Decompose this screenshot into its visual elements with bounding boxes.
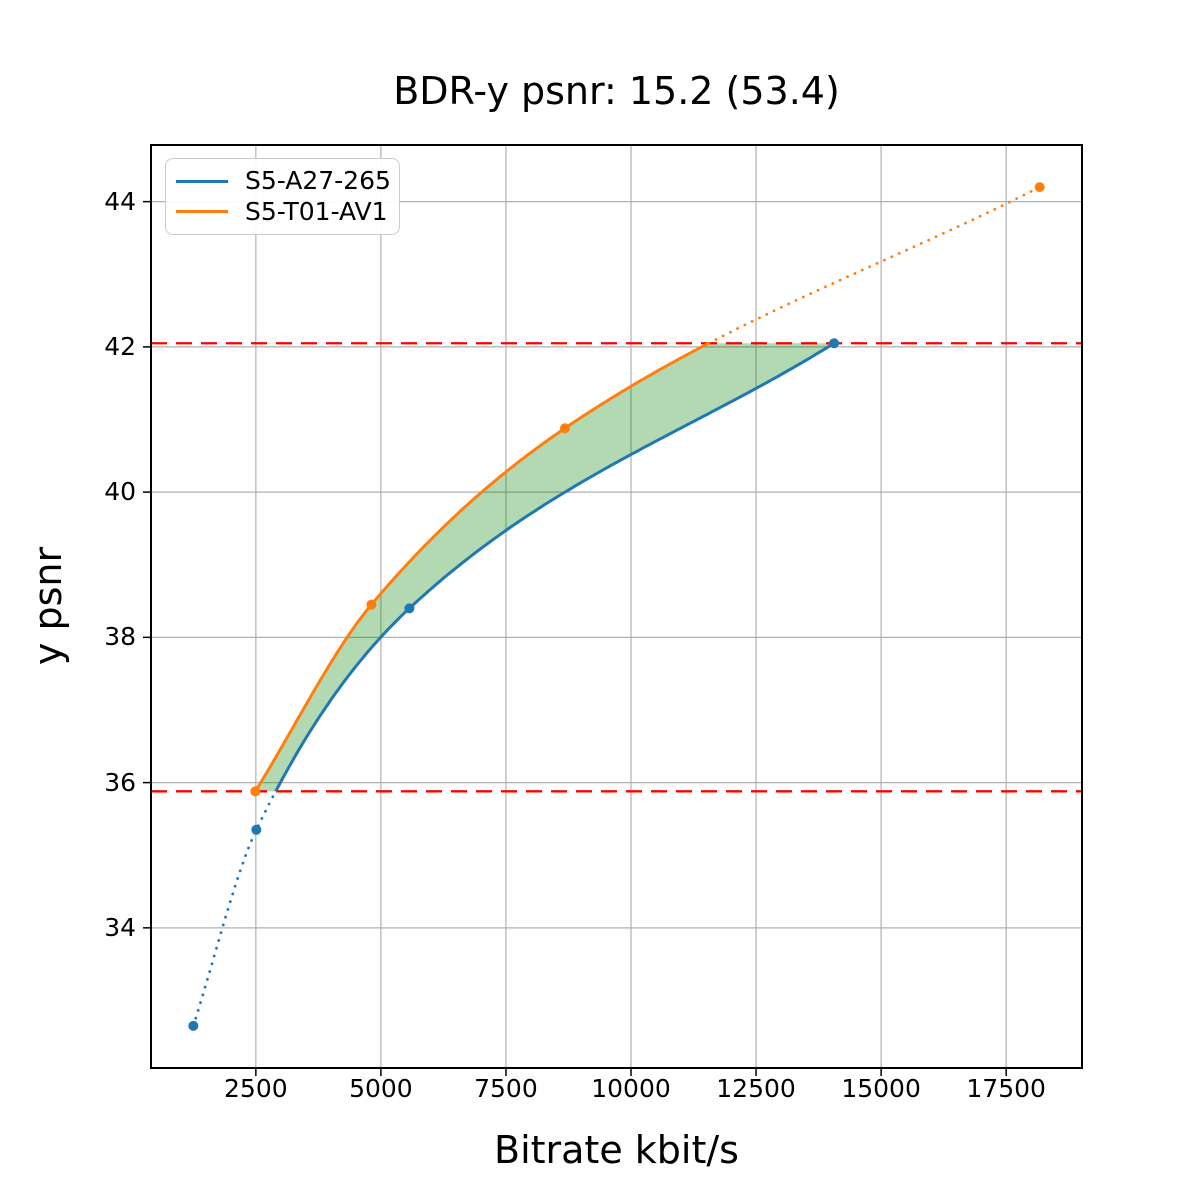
legend-label: S5-T01-AV1 — [245, 196, 388, 226]
data-point-marker — [404, 603, 415, 614]
chart-title: BDR-y psnr: 15.2 (53.4) — [393, 69, 840, 113]
legend-label: S5-A27-265 — [245, 166, 391, 195]
data-point-marker — [829, 338, 840, 349]
series-curves — [191, 185, 1042, 1028]
fill-region — [255, 343, 835, 792]
legend-item-s5-a27-265: S5-A27-265 — [176, 166, 391, 195]
legend: S5-A27-265 S5-T01-AV1 — [165, 158, 400, 235]
series-curve-dotted-S5-T01-AV1 — [707, 185, 1042, 345]
bd-overlap-fill — [255, 343, 835, 792]
legend-item-s5-t01-av1: S5-T01-AV1 — [176, 196, 389, 226]
data-point-marker — [188, 1020, 199, 1031]
data-point-marker — [251, 824, 262, 835]
series-curve-dotted-S5-A27-265 — [191, 789, 278, 1028]
data-point-marker — [250, 786, 261, 797]
data-point-markers — [188, 182, 1045, 1031]
data-point-marker — [1034, 182, 1045, 193]
threshold-lines — [151, 342, 1082, 793]
x-axis-label: Bitrate kbit/s — [494, 1128, 739, 1172]
y-axis-label: y psnr — [26, 546, 70, 666]
legend-line-swatch-orange — [176, 210, 228, 214]
series-curve-S5-A27-265 — [274, 342, 835, 793]
data-point-marker — [366, 599, 377, 610]
axes-spines-ticks — [143, 144, 1083, 1076]
legend-line-swatch-blue — [176, 179, 228, 183]
gridlines — [151, 145, 1082, 1068]
series-curve-S5-T01-AV1 — [254, 341, 710, 793]
data-point-marker — [559, 423, 570, 434]
plot-spines — [150, 144, 1083, 1069]
